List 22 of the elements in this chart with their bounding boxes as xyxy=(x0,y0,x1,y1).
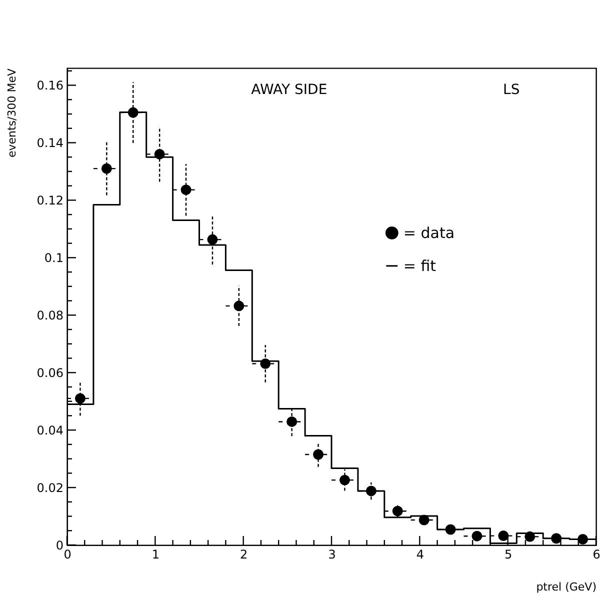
x-tick-label: 1 xyxy=(152,548,160,562)
y-tick-label: 0.1 xyxy=(44,251,64,266)
x-tick-label: 6 xyxy=(592,548,600,562)
y-tick-label: 0.12 xyxy=(36,194,64,208)
y-tick-label: 0.06 xyxy=(36,366,64,380)
annotation: LS xyxy=(503,82,520,98)
y-tick-label: 0.16 xyxy=(36,78,64,93)
legend-label: = data xyxy=(403,224,455,242)
annotation: AWAY SIDE xyxy=(251,82,328,98)
x-tick-label: 4 xyxy=(416,548,424,562)
point xyxy=(472,530,482,542)
x-axis-title: ptrel (GeV) xyxy=(536,580,596,594)
x-tick-label: 2 xyxy=(240,548,248,562)
y-tick-label: 0.08 xyxy=(36,308,64,323)
x-tick-label: 5 xyxy=(504,548,512,562)
y-tick-label: 0.02 xyxy=(36,481,64,496)
legend-label: = fit xyxy=(403,256,436,275)
y-tick-label: 0 xyxy=(56,538,64,552)
y-tick-label: 0.04 xyxy=(36,424,64,438)
y-axis-title: events/300 MeV xyxy=(6,68,18,158)
x-tick-label: 3 xyxy=(328,548,336,562)
y-tick-label: 0.14 xyxy=(36,136,64,150)
